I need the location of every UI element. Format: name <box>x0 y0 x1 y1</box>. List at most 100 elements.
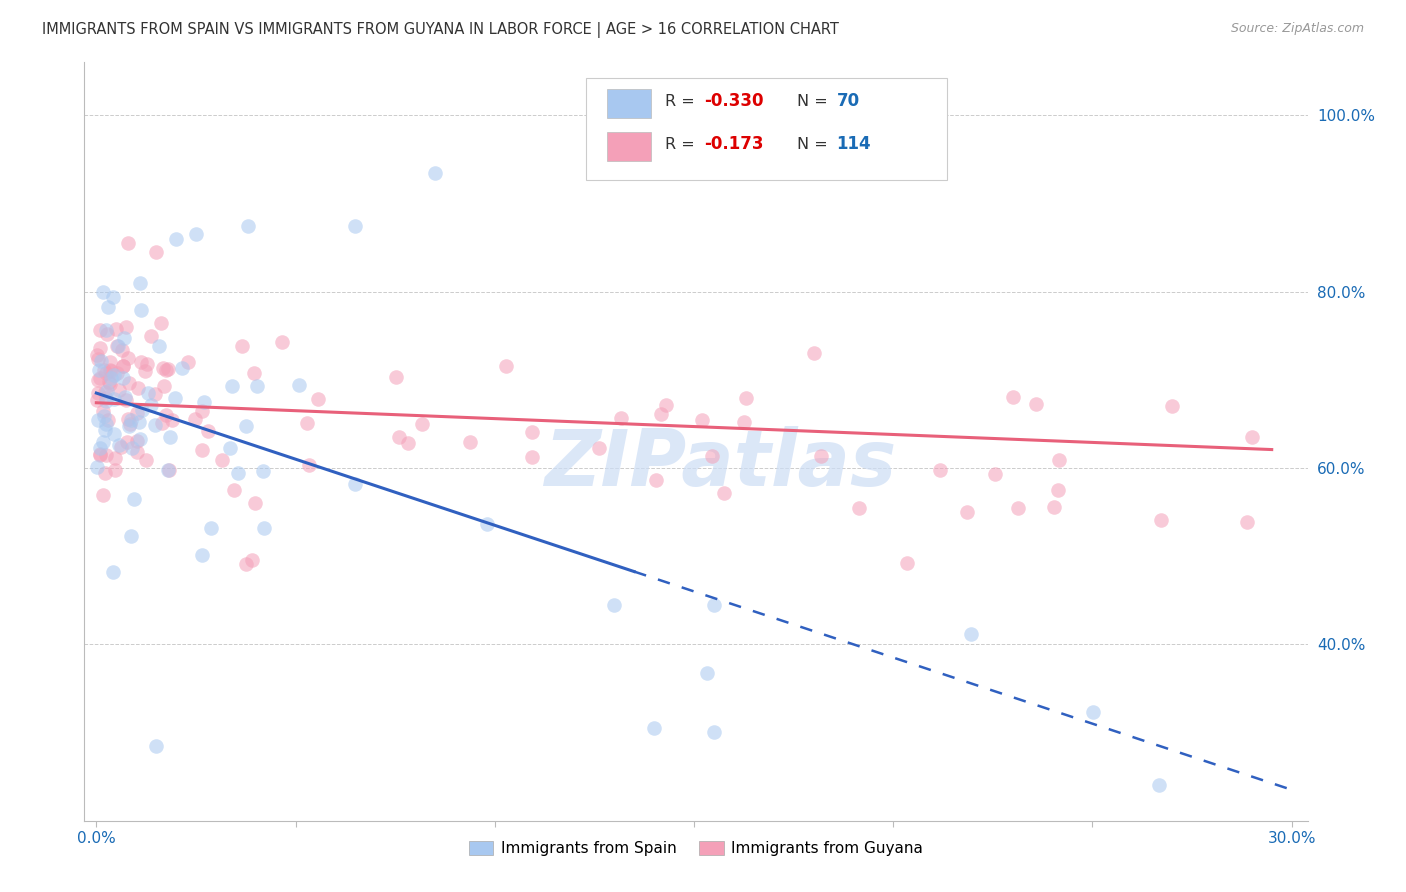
Point <box>713 485 735 500</box>
Point <box>89 441 111 455</box>
Point <box>221 378 243 392</box>
Point <box>104 463 127 477</box>
Point <box>96 384 118 398</box>
Point <box>122 492 145 507</box>
Point <box>190 404 212 418</box>
Point <box>520 450 543 464</box>
Point <box>96 326 118 341</box>
Point <box>94 394 117 409</box>
Point <box>1150 513 1173 527</box>
Point <box>703 725 725 739</box>
Text: -0.173: -0.173 <box>704 136 763 153</box>
Point <box>1043 500 1066 514</box>
Point <box>90 353 112 368</box>
Point <box>134 364 156 378</box>
Point <box>162 413 184 427</box>
Point <box>690 412 713 426</box>
Point <box>86 392 108 407</box>
FancyBboxPatch shape <box>586 78 946 180</box>
Point <box>703 598 725 612</box>
FancyBboxPatch shape <box>606 89 651 118</box>
Point <box>176 355 198 369</box>
Point <box>127 381 149 395</box>
Point <box>100 377 122 392</box>
Point <box>128 276 150 290</box>
Point <box>89 323 111 337</box>
Point <box>91 488 114 502</box>
Point <box>200 521 222 535</box>
Point <box>271 334 294 349</box>
Text: Source: ZipAtlas.com: Source: ZipAtlas.com <box>1230 22 1364 36</box>
Point <box>152 361 174 376</box>
Point <box>118 417 141 432</box>
Point <box>803 346 825 360</box>
Point <box>111 343 134 357</box>
Point <box>139 329 162 343</box>
Point <box>1025 397 1047 411</box>
Point <box>1047 483 1070 497</box>
Point <box>129 433 152 447</box>
Point <box>184 227 207 242</box>
Point <box>1007 500 1029 515</box>
Point <box>1147 778 1170 792</box>
Point <box>298 458 321 472</box>
Point <box>458 435 481 450</box>
Point <box>129 303 152 318</box>
Point <box>93 409 115 424</box>
Point <box>94 366 117 380</box>
Point <box>117 412 139 426</box>
Point <box>121 441 143 455</box>
Point <box>896 556 918 570</box>
Point <box>243 366 266 380</box>
Point <box>984 467 1007 482</box>
Point <box>156 463 179 477</box>
Point <box>97 375 120 389</box>
Point <box>143 387 166 401</box>
Point <box>112 371 135 385</box>
Text: R =: R = <box>665 94 700 109</box>
Point <box>385 369 408 384</box>
Point <box>152 379 174 393</box>
Point <box>127 406 149 420</box>
Point <box>145 739 167 753</box>
Point <box>111 359 134 373</box>
Point <box>388 430 411 444</box>
Point <box>98 355 121 369</box>
Point <box>960 626 983 640</box>
Point <box>149 317 172 331</box>
Point <box>243 496 266 510</box>
Point <box>135 453 157 467</box>
Point <box>197 425 219 439</box>
Point <box>87 373 110 387</box>
Point <box>135 357 157 371</box>
Text: N =: N = <box>797 136 834 152</box>
Point <box>246 379 269 393</box>
Point <box>101 565 124 579</box>
Point <box>1001 391 1024 405</box>
Point <box>810 449 832 463</box>
Point <box>155 363 177 377</box>
Point <box>89 447 111 461</box>
Point <box>136 386 159 401</box>
Point <box>101 290 124 304</box>
Point <box>128 415 150 429</box>
Point <box>475 517 498 532</box>
Point <box>112 331 135 345</box>
Point <box>848 501 870 516</box>
Point <box>191 548 214 562</box>
Point <box>165 232 187 246</box>
Point <box>211 453 233 467</box>
Point <box>157 361 180 376</box>
Point <box>91 404 114 418</box>
Point <box>86 459 108 474</box>
Point <box>96 391 118 405</box>
Point <box>125 434 148 448</box>
Point <box>159 430 181 444</box>
Point <box>86 386 108 401</box>
Point <box>231 339 253 353</box>
Point <box>235 418 257 433</box>
Point <box>104 451 127 466</box>
Text: IMMIGRANTS FROM SPAIN VS IMMIGRANTS FROM GUYANA IN LABOR FORCE | AGE > 16 CORREL: IMMIGRANTS FROM SPAIN VS IMMIGRANTS FROM… <box>42 22 839 38</box>
Point <box>112 359 135 374</box>
Point <box>928 463 950 477</box>
